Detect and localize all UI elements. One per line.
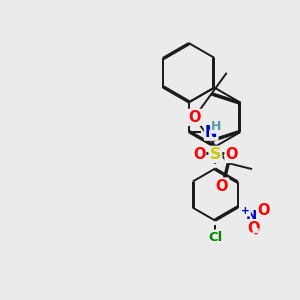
- Text: O: O: [216, 178, 228, 194]
- Text: O: O: [188, 110, 201, 125]
- Text: -: -: [254, 229, 258, 238]
- Text: +: +: [241, 206, 250, 216]
- Text: S: S: [210, 147, 221, 162]
- Text: O: O: [247, 221, 260, 236]
- Text: N: N: [245, 208, 256, 222]
- Text: O: O: [257, 203, 270, 218]
- Text: O: O: [226, 147, 238, 162]
- Text: H: H: [211, 120, 221, 133]
- Text: O: O: [193, 147, 205, 162]
- Text: N: N: [205, 125, 217, 140]
- Text: Cl: Cl: [208, 231, 223, 244]
